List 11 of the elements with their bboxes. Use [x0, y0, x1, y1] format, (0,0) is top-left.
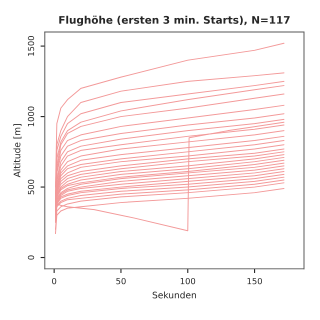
- x-tick-label: 150: [248, 278, 262, 284]
- y-tick-label: 500: [28, 180, 34, 194]
- x-tick-label: 50: [116, 278, 126, 284]
- y-tick-label: 1500: [28, 36, 34, 56]
- x-tick-label: 0: [52, 278, 56, 284]
- y-tick-label: 1000: [28, 106, 34, 126]
- chart-title: Flughöhe (ersten 3 min. Starts), N=117: [59, 16, 290, 26]
- x-axis-title: Sekunden: [152, 291, 196, 298]
- y-axis-title: Altitude [m]: [13, 124, 22, 178]
- y-tick-label: 0: [28, 255, 34, 260]
- x-tick-label: 100: [180, 278, 196, 284]
